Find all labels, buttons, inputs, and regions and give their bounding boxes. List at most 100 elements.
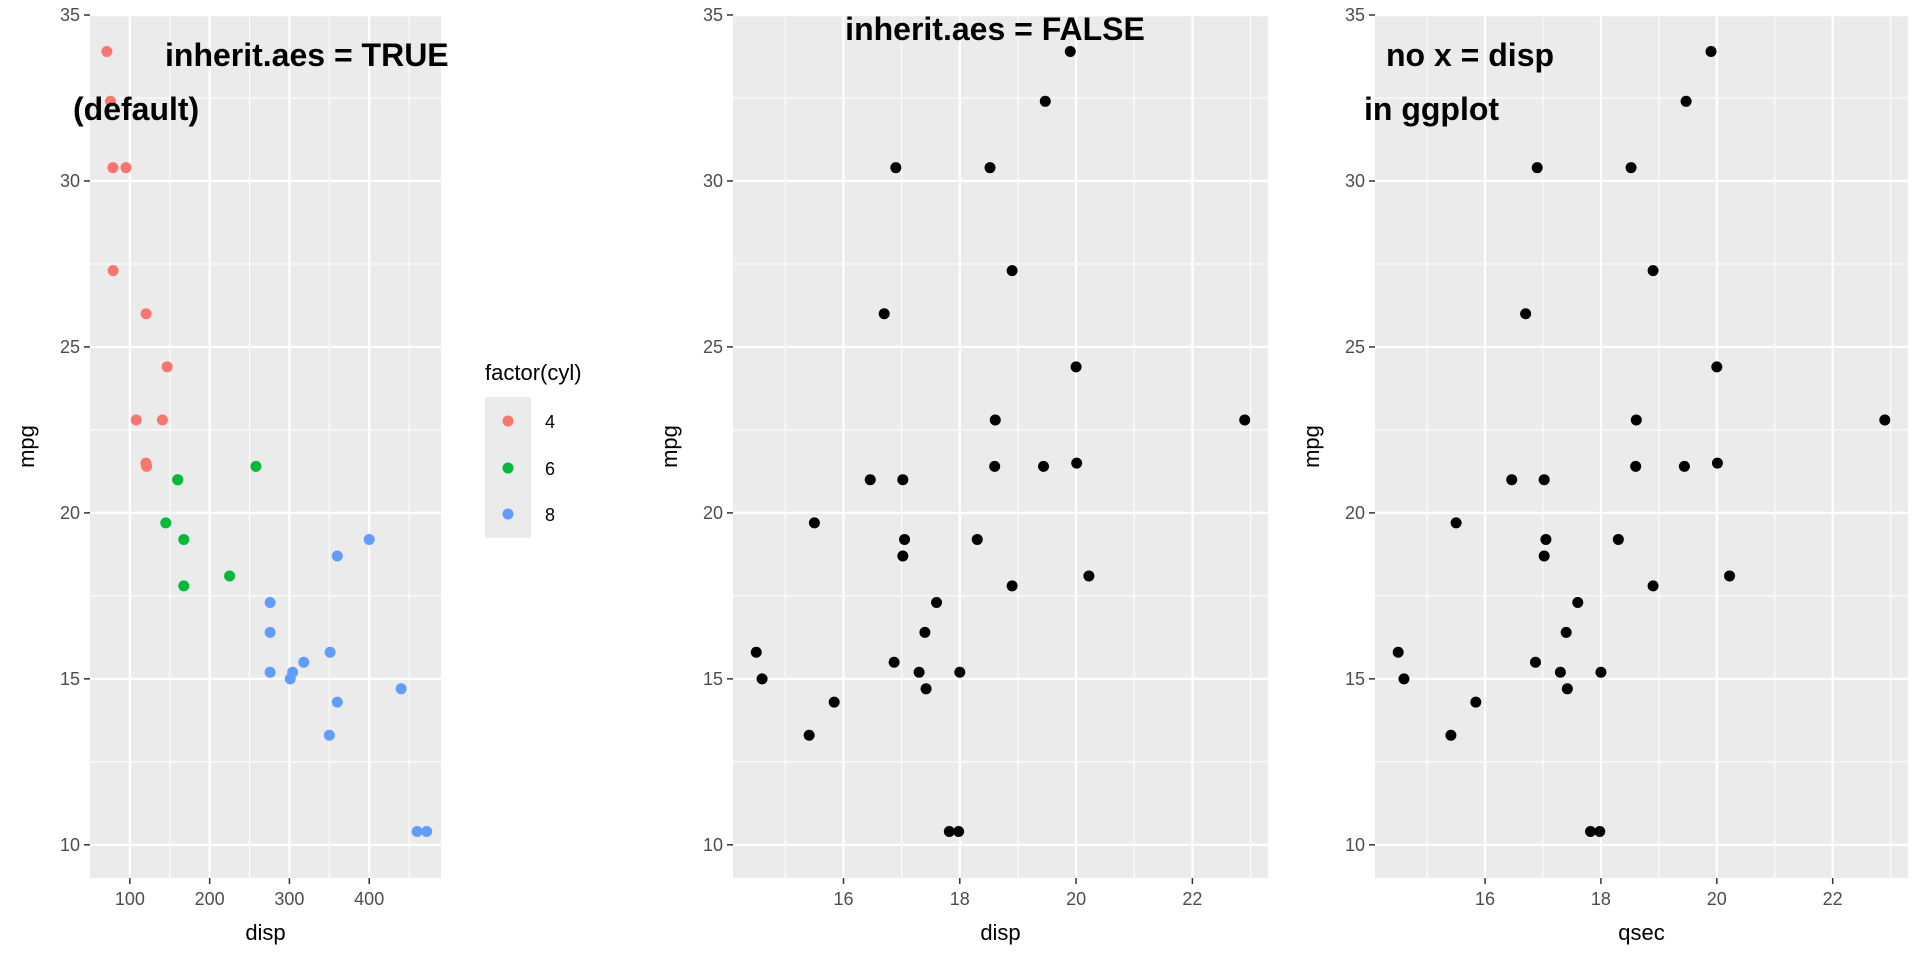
y-axis-title: mpg — [14, 425, 39, 468]
y-tick-label: 35 — [1345, 5, 1365, 25]
data-point — [1572, 597, 1584, 609]
x-tick-label: 16 — [1475, 889, 1495, 909]
x-axis-title: qsec — [1618, 920, 1664, 945]
data-point — [920, 683, 932, 695]
panel-background — [1375, 15, 1908, 878]
data-point — [1506, 474, 1518, 486]
y-tick-label: 25 — [703, 337, 723, 357]
x-tick-label: 20 — [1707, 889, 1727, 909]
data-point — [919, 626, 931, 638]
data-point — [250, 460, 262, 472]
data-point — [1540, 533, 1552, 545]
x-tick-label: 18 — [1591, 889, 1611, 909]
x-tick-label: 22 — [1182, 889, 1202, 909]
data-point — [264, 666, 276, 678]
legend-label-4: 4 — [545, 412, 555, 432]
data-point — [1520, 308, 1532, 320]
legend-title: factor(cyl) — [485, 360, 582, 385]
data-point — [1561, 683, 1573, 695]
y-tick-label: 10 — [1345, 835, 1365, 855]
data-point — [130, 414, 142, 426]
data-point — [1039, 95, 1051, 107]
panel-inherit-aes-false: 16 18 20 22 10 15 20 25 30 35 inherit.aes = FALSE d… — [657, 5, 1268, 945]
data-point — [172, 474, 184, 486]
data-point — [1647, 265, 1659, 277]
x-axis-title: disp — [245, 920, 285, 945]
panel-background — [733, 15, 1268, 878]
data-point — [1554, 666, 1566, 678]
panel-background — [90, 15, 441, 878]
data-point — [298, 656, 310, 668]
data-point — [178, 580, 190, 592]
y-tick-label: 30 — [60, 171, 80, 191]
data-point — [803, 729, 815, 741]
data-point — [1560, 626, 1572, 638]
data-point — [421, 826, 433, 838]
y-tick-label: 20 — [60, 503, 80, 523]
data-point — [1678, 460, 1690, 472]
data-point — [324, 646, 336, 658]
data-point — [1445, 729, 1457, 741]
data-point — [284, 673, 296, 685]
data-point — [323, 729, 335, 741]
data-point — [750, 646, 762, 658]
data-point — [156, 414, 168, 426]
data-point — [897, 550, 909, 562]
legend-key-8 — [502, 508, 514, 520]
data-point — [1450, 517, 1462, 529]
data-point — [101, 46, 113, 58]
data-point — [264, 597, 276, 609]
data-point — [1680, 95, 1692, 107]
data-point — [1879, 414, 1891, 426]
data-point — [331, 696, 343, 708]
data-point — [897, 474, 909, 486]
data-point — [1239, 414, 1251, 426]
y-tick-label: 35 — [60, 5, 80, 25]
data-point — [1724, 570, 1736, 582]
x-tick-label: 22 — [1823, 889, 1843, 909]
annotation-text: (default) — [73, 91, 199, 127]
data-point — [264, 626, 276, 638]
data-point — [141, 460, 153, 472]
x-tick-label: 18 — [950, 889, 970, 909]
y-tick-label: 15 — [60, 669, 80, 689]
annotation-text: no x = disp — [1386, 37, 1554, 73]
legend: factor(cyl) 4 6 8 — [485, 360, 582, 538]
data-point — [1398, 673, 1410, 685]
data-point — [160, 517, 172, 529]
data-point — [864, 474, 876, 486]
legend-label-8: 8 — [545, 505, 555, 525]
x-tick-label: 300 — [274, 889, 304, 909]
data-point — [989, 414, 1001, 426]
legend-key-4 — [502, 415, 514, 427]
data-point — [931, 597, 943, 609]
data-point — [1625, 162, 1637, 174]
data-point — [888, 656, 900, 668]
data-point — [878, 308, 890, 320]
x-tick-label: 400 — [354, 889, 384, 909]
data-point — [107, 265, 119, 277]
data-point — [1538, 550, 1550, 562]
y-tick-label: 25 — [60, 337, 80, 357]
y-tick-label: 10 — [60, 835, 80, 855]
data-point — [971, 533, 983, 545]
y-tick-label: 20 — [1345, 503, 1365, 523]
data-point — [828, 696, 840, 708]
data-point — [954, 666, 966, 678]
data-point — [756, 673, 768, 685]
data-point — [161, 361, 173, 373]
y-tick-label: 25 — [1345, 337, 1365, 357]
data-point — [1529, 656, 1541, 668]
data-point — [943, 826, 955, 838]
data-point — [808, 517, 820, 529]
data-point — [105, 95, 117, 107]
data-point — [984, 162, 996, 174]
annotation-text: inherit.aes = FALSE — [845, 11, 1145, 47]
data-point — [224, 570, 236, 582]
panel-inherit-aes-true: 100 200 300 400 10 15 20 25 30 35 inherit.aes = TR… — [14, 5, 449, 945]
data-point — [1006, 580, 1018, 592]
data-point — [1711, 361, 1723, 373]
data-point — [899, 533, 911, 545]
data-point — [1531, 162, 1543, 174]
legend-label-6: 6 — [545, 459, 555, 479]
